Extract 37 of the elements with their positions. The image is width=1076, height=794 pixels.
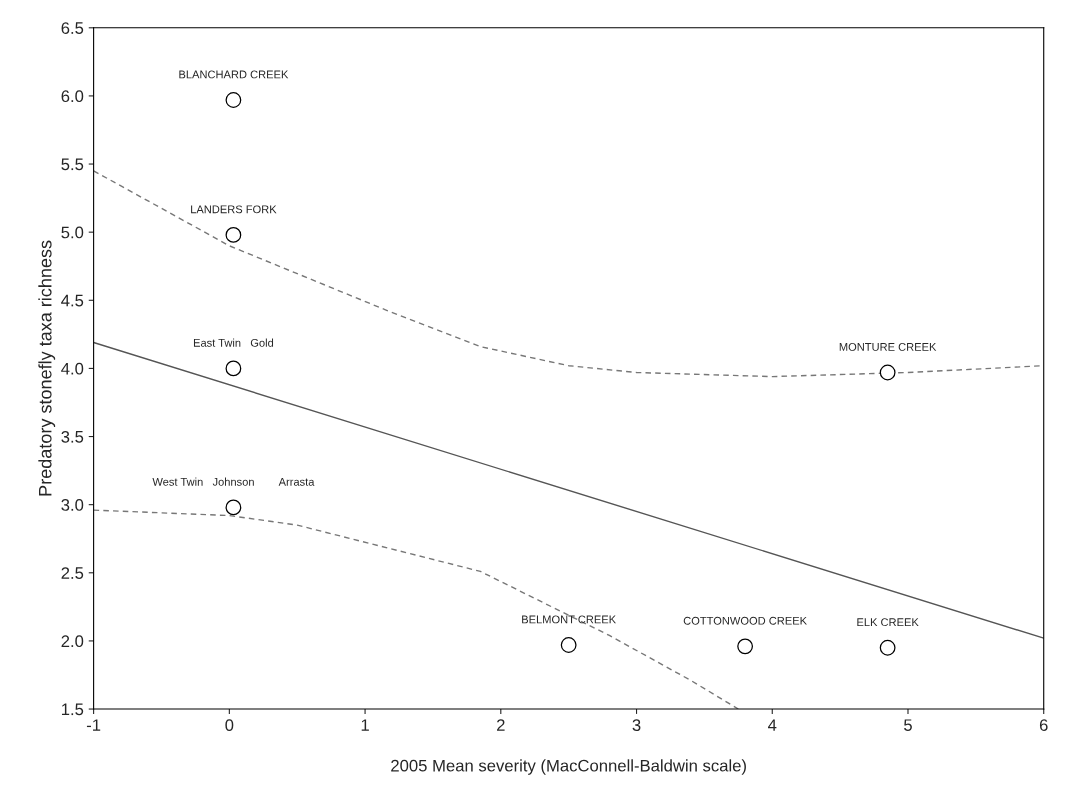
annotation: MONTURE CREEK xyxy=(839,342,937,351)
x-tick-label: 4 xyxy=(768,719,777,731)
annotation: BELMONT CREEK xyxy=(522,615,616,624)
point xyxy=(225,360,242,377)
x-tick-label: 6 xyxy=(1039,719,1048,732)
y-axis-title: Predatory stonefly taxa richness xyxy=(38,240,56,496)
y-tick-label: 6.0 xyxy=(61,90,84,103)
point xyxy=(225,92,242,108)
x-tick-label: 0 xyxy=(225,719,234,732)
point xyxy=(737,638,754,655)
point xyxy=(879,639,896,656)
y-tick-label: 5.0 xyxy=(61,226,84,239)
x-tick-label: 5 xyxy=(904,719,912,732)
annotation: BLANCHARD CREEK xyxy=(179,70,289,79)
y-tick-label: 4.0 xyxy=(61,362,84,375)
y-tick-label: 5.5 xyxy=(61,158,84,171)
point xyxy=(225,226,242,243)
point xyxy=(225,499,242,516)
y-tick-label: 2.5 xyxy=(61,567,84,579)
y-tick-label: 1.5 xyxy=(61,703,84,716)
point xyxy=(560,637,577,653)
x-tick-label: 1 xyxy=(361,719,369,731)
x-tick-label: 2 xyxy=(497,719,505,731)
annotation: East Twin Gold xyxy=(193,338,274,347)
y-tick-label: 6.5 xyxy=(61,22,84,34)
y-tick-label: 3.0 xyxy=(61,499,84,511)
annotation: ELK CREEK xyxy=(857,618,919,627)
annotation: West Twin Johnson Arrasta xyxy=(152,477,315,486)
y-tick-label: 3.5 xyxy=(61,430,84,443)
y-tick-label: 4.5 xyxy=(61,294,84,307)
x-axis-title: 2005 Mean severity (MacConnell-Baldwin scale) xyxy=(391,759,746,775)
y-tick-label: 2.0 xyxy=(61,635,84,648)
point xyxy=(879,364,896,381)
x-tick-label: 3 xyxy=(632,719,641,732)
x-tick-label: -1 xyxy=(86,719,101,731)
annotation: COTTONWOOD CREEK xyxy=(683,616,807,625)
annotation: LANDERS FORK xyxy=(191,205,277,214)
